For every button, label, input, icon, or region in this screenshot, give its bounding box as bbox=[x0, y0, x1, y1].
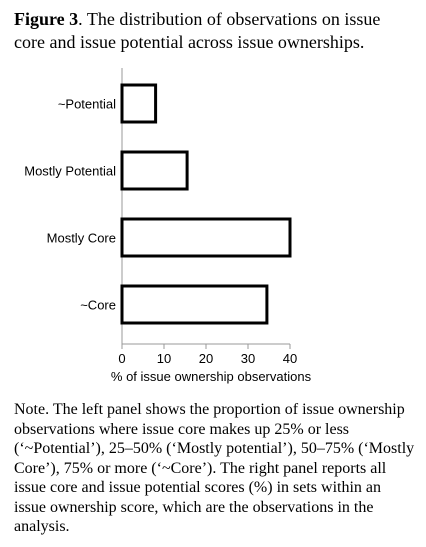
bar-mostly-core bbox=[120, 217, 292, 258]
bar-chart: ~Potential Mostly Potential Mostly Core ~Co… bbox=[24, 68, 312, 384]
category-label: Mostly Core bbox=[47, 231, 116, 246]
x-tick-label: 40 bbox=[283, 351, 297, 366]
x-tick-label: 10 bbox=[157, 351, 171, 366]
x-axis-label: % of issue ownership observations bbox=[111, 369, 312, 384]
figure-label: Figure 3 bbox=[14, 9, 79, 29]
category-label: ~Potential bbox=[58, 97, 116, 112]
bar-potential bbox=[120, 83, 158, 124]
figure-note: Note. The left panel shows the proportio… bbox=[14, 401, 415, 535]
category-label: Mostly Potential bbox=[24, 164, 116, 179]
bar-core bbox=[120, 284, 269, 325]
figure-caption-text: . The distribution of observations on is… bbox=[14, 9, 381, 52]
bar-mostly-potential bbox=[120, 150, 189, 191]
x-tick-label: 30 bbox=[241, 351, 255, 366]
figure-caption: Figure 3. The distribution of observatio… bbox=[14, 8, 414, 54]
x-tick-label: 0 bbox=[118, 351, 125, 366]
category-label: ~Core bbox=[80, 298, 116, 313]
x-tick-label: 20 bbox=[199, 351, 213, 366]
